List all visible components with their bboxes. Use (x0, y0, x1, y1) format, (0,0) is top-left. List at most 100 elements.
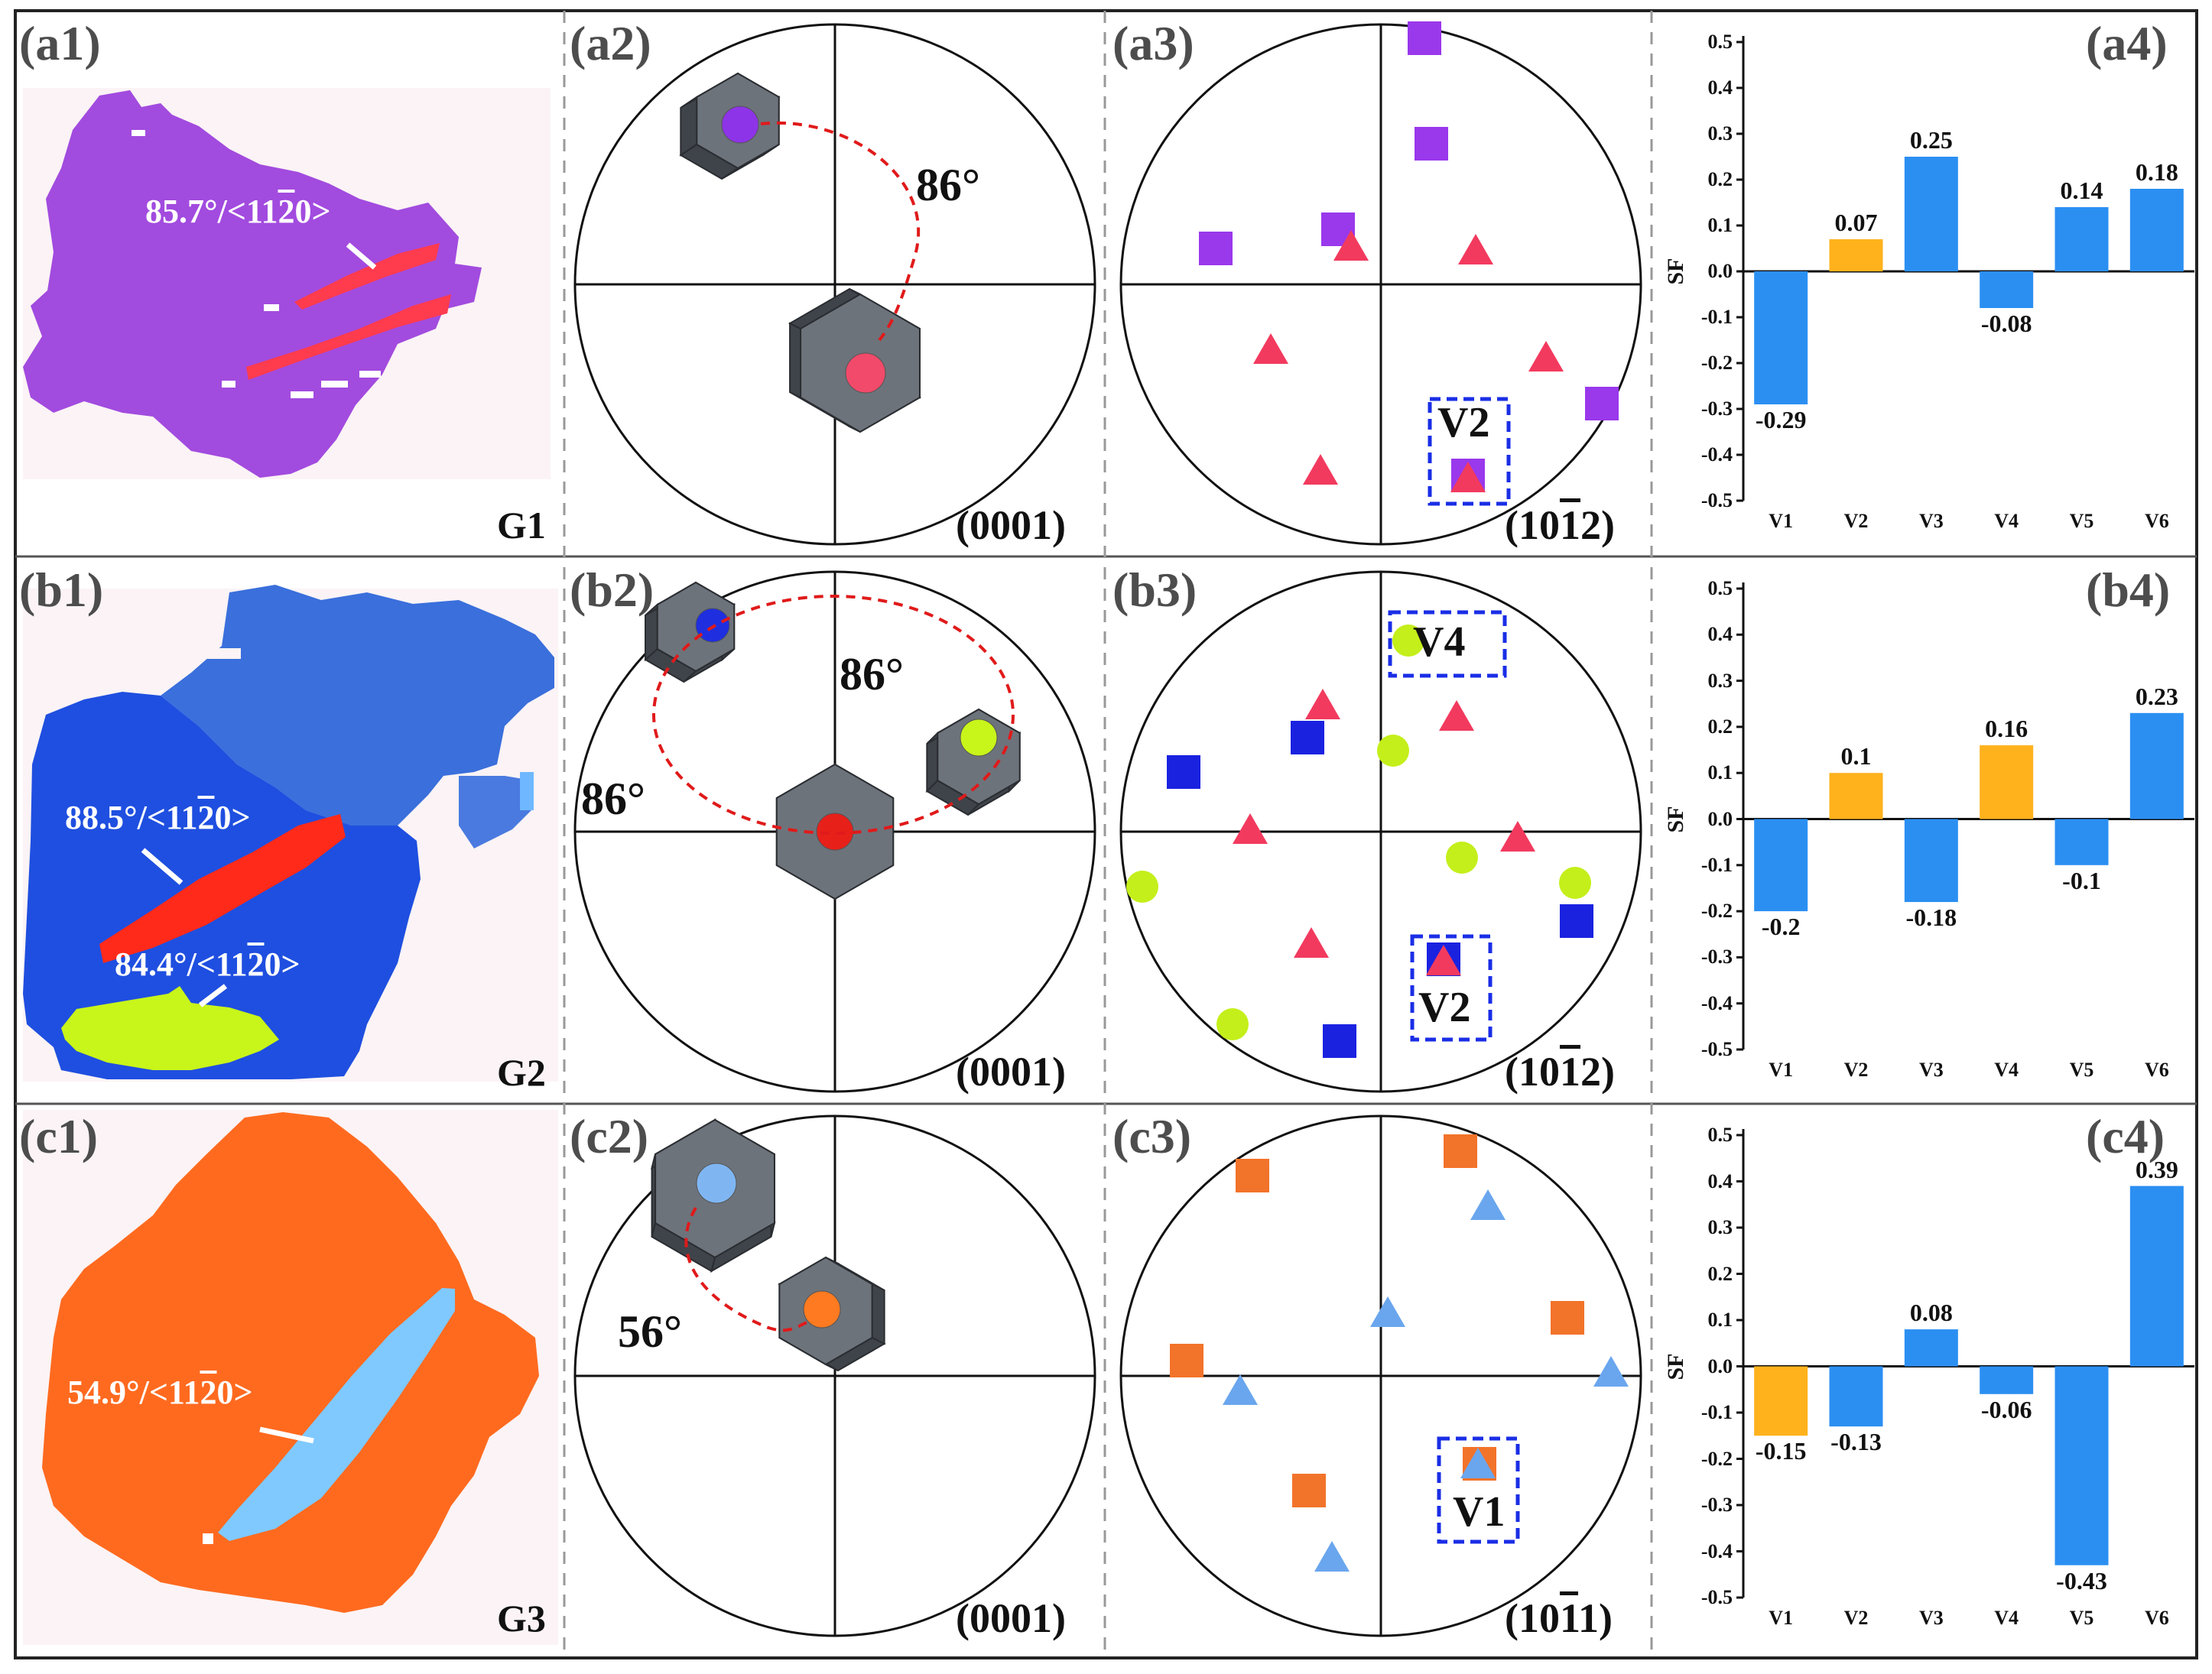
pole-triangle (1314, 1540, 1350, 1572)
y-tick-label: 0.1 (1707, 1309, 1733, 1331)
bar-V4 (1980, 1366, 2034, 1394)
misorientation-marker (346, 242, 377, 270)
ebsd-map-g3 (23, 1110, 558, 1645)
ebsd-map-g1 (23, 88, 551, 479)
x-tick-label: V4 (1994, 510, 2019, 532)
y-axis-label: SF (1663, 1352, 1688, 1380)
grain-label-g1: G1 (497, 504, 546, 547)
pole-circle (1446, 842, 1478, 874)
misorientation-arc (684, 1206, 807, 1332)
variant-label-b3-v4: V4 (1413, 618, 1466, 666)
variant-highlight-box (1388, 610, 1507, 678)
void (359, 371, 381, 378)
bar-value-label: -0.18 (1905, 904, 1957, 932)
misorientation-marker (259, 1426, 314, 1444)
twin-g3-cyan (218, 1288, 455, 1541)
pole-square (1551, 1301, 1584, 1335)
y-tick-label: 0.2 (1707, 168, 1733, 190)
pole-square (1170, 1344, 1203, 1377)
bar-V6 (2129, 1186, 2184, 1367)
y-tick-label: -0.5 (1700, 1038, 1733, 1060)
pole-square (1323, 1024, 1356, 1058)
pole-triangle (1460, 1447, 1496, 1479)
y-tick-label: -0.3 (1700, 1494, 1733, 1516)
bar-value-label: 0.08 (1909, 1299, 1953, 1327)
x-tick-label: V6 (2144, 1059, 2169, 1081)
pole-square (1444, 1134, 1477, 1168)
bar-chart-b4 (1736, 582, 2194, 1051)
pole-triangle (1233, 813, 1268, 845)
panel-label-c4: (c4) (2086, 1109, 2165, 1163)
void (203, 1533, 213, 1544)
x-tick-label: V1 (1769, 510, 1794, 532)
bar-V2 (1829, 239, 1883, 271)
bar-V6 (2129, 189, 2184, 271)
pole-triangle (1593, 1355, 1629, 1387)
x-tick-label: V3 (1918, 1059, 1944, 1081)
grain-g2-upper-matrix (161, 585, 554, 826)
bar-value-label: -0.13 (1830, 1428, 1882, 1456)
panel-label-b2: (b2) (570, 563, 655, 617)
variant-highlight-box (1437, 1436, 1520, 1544)
variant-label-c3: V1 (1453, 1488, 1506, 1536)
bar-value-label: -0.43 (2056, 1566, 2107, 1595)
panel-label-b4: (b4) (2086, 563, 2171, 617)
x-tick-label: V2 (1843, 510, 1869, 532)
bar-V3 (1904, 157, 1958, 271)
y-tick-label: 0.5 (1707, 577, 1733, 599)
pole-triangle (1426, 944, 1461, 976)
bar-value-label: 0.23 (2135, 682, 2178, 710)
y-tick-label: -0.2 (1700, 900, 1733, 923)
panel-label-a4: (a4) (2086, 16, 2168, 70)
y-tick-label: -0.3 (1700, 397, 1733, 420)
pole-circle (1392, 625, 1424, 657)
bar-V1 (1754, 1366, 1808, 1436)
x-tick-label: V2 (1843, 1059, 1869, 1081)
variant-label-a3: V2 (1437, 399, 1490, 446)
bar-V3 (1904, 819, 1958, 903)
pole-circle (1216, 1008, 1249, 1040)
y-tick-label: 0.2 (1707, 1262, 1733, 1285)
misorientation-label-g2-green: 84.4°/<1120> (115, 946, 300, 983)
bar-V5 (2054, 1366, 2109, 1565)
misorientation-marker (198, 984, 228, 1007)
x-tick-label: V1 (1769, 1059, 1794, 1081)
variant-highlight-box (1428, 397, 1511, 506)
pole-triangle (1223, 1374, 1258, 1406)
orientation-dot (803, 1290, 841, 1328)
prism-side (871, 1283, 885, 1345)
plane-label-c2: (0001) (956, 1595, 1066, 1641)
grain-label-g3: G3 (497, 1597, 546, 1640)
pole-square (1415, 127, 1448, 161)
y-tick-label: 0.5 (1707, 1124, 1733, 1146)
y-tick-label: -0.4 (1700, 1539, 1733, 1562)
bar-value-label: -0.08 (1980, 310, 2032, 337)
bar-value-label: -0.06 (1980, 1395, 2032, 1423)
void (291, 391, 313, 398)
y-tick-label: -0.4 (1700, 443, 1733, 466)
panel-label-c2: (c2) (570, 1109, 649, 1163)
void (264, 304, 279, 311)
y-tick-label: -0.5 (1700, 1586, 1733, 1608)
variant-label-b3-v2: V2 (1418, 984, 1471, 1031)
sliver (520, 772, 534, 810)
twin-g2-green (61, 986, 279, 1070)
bar-V3 (1904, 1329, 1958, 1367)
x-tick-label: V2 (1843, 1607, 1869, 1629)
pole-square (1167, 755, 1200, 789)
hexagonal-prism (644, 581, 736, 683)
panel-label-b3: (b3) (1112, 563, 1197, 617)
misorientation-label-g2-red: 88.5°/<1120> (65, 799, 251, 836)
y-tick-label: -0.1 (1700, 306, 1733, 328)
twin-g1-lower (246, 294, 451, 380)
bar-value-label: -0.2 (1761, 913, 1801, 941)
angle-label-a2: 86° (916, 160, 980, 210)
angle-label-b2-upper: 86° (840, 649, 904, 699)
bar-V4 (1980, 745, 2034, 819)
x-tick-label: V4 (1994, 1059, 2019, 1081)
bar-value-label: -0.29 (1755, 406, 1807, 433)
panel-label-a1: (a1) (19, 16, 101, 70)
void (206, 648, 241, 659)
